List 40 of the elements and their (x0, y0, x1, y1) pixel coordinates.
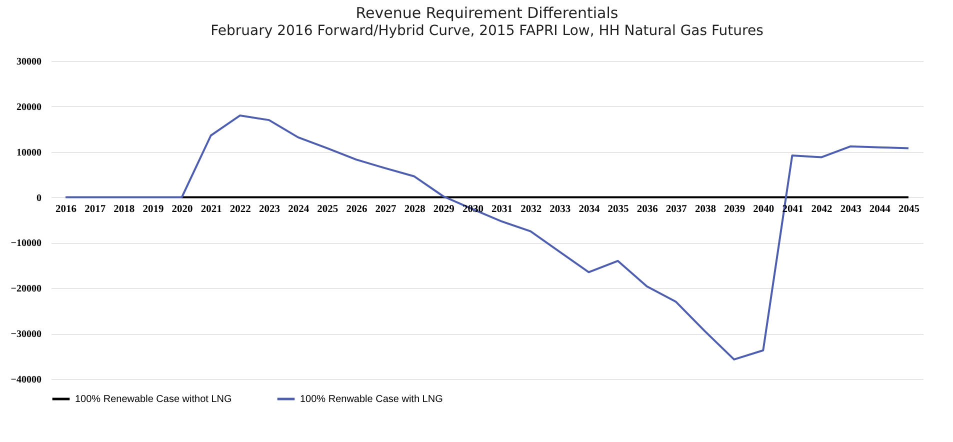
x-tick-label: 2029 (433, 204, 454, 215)
x-tick-label: 2035 (608, 204, 629, 215)
legend-label: 100% Renewable Case withot LNG (75, 394, 232, 405)
y-tick-label: 30000 (16, 56, 42, 68)
y-tick-label: 20000 (16, 102, 42, 113)
y-tick-label: −30000 (10, 329, 42, 340)
x-tick-label: 2025 (317, 204, 338, 215)
legend-label: 100% Renwable Case with LNG (300, 394, 444, 405)
x-tick-label: 2036 (636, 204, 658, 215)
x-tick-label: 2043 (840, 204, 862, 215)
x-tick-label: 2032 (520, 204, 542, 215)
x-tick-label: 2033 (550, 204, 571, 215)
x-tick-label: 2021 (200, 204, 222, 215)
x-tick-label: 2023 (259, 204, 280, 215)
x-tick-label: 2039 (724, 204, 746, 215)
y-tick-label: 10000 (16, 147, 42, 158)
y-tick-label: −10000 (10, 238, 42, 250)
x-tick-label: 2024 (288, 204, 310, 215)
x-tick-label: 2037 (666, 204, 687, 215)
x-tick-label: 2042 (811, 204, 832, 215)
x-tick-label: 2016 (56, 204, 77, 215)
x-tick-label: 2040 (753, 204, 774, 215)
x-tick-label: 2028 (404, 204, 426, 215)
x-tick-label: 2027 (375, 204, 396, 215)
x-tick-label: 2017 (84, 204, 106, 215)
x-tick-label: 2044 (869, 204, 892, 215)
y-tick-label: −40000 (10, 374, 42, 386)
x-tick-label: 2019 (142, 204, 164, 215)
chart-subtitle: February 2016 Forward/Hybrid Curve, 2015 FAPRI Low, HH Natural Gas Futures (210, 23, 764, 39)
y-tick-label: −20000 (10, 284, 42, 295)
x-tick-label: 2034 (578, 204, 600, 215)
chart-title: Revenue Requirement Differentials (356, 4, 618, 22)
x-tick-label: 2031 (492, 204, 513, 215)
x-tick-label: 2045 (898, 204, 920, 215)
y-tick-label: 0 (36, 192, 42, 204)
x-tick-label: 2020 (172, 204, 193, 215)
x-tick-label: 2026 (346, 204, 368, 215)
x-tick-label: 2022 (230, 204, 251, 215)
x-tick-label: 2038 (695, 204, 716, 215)
x-tick-label: 2018 (114, 204, 135, 215)
